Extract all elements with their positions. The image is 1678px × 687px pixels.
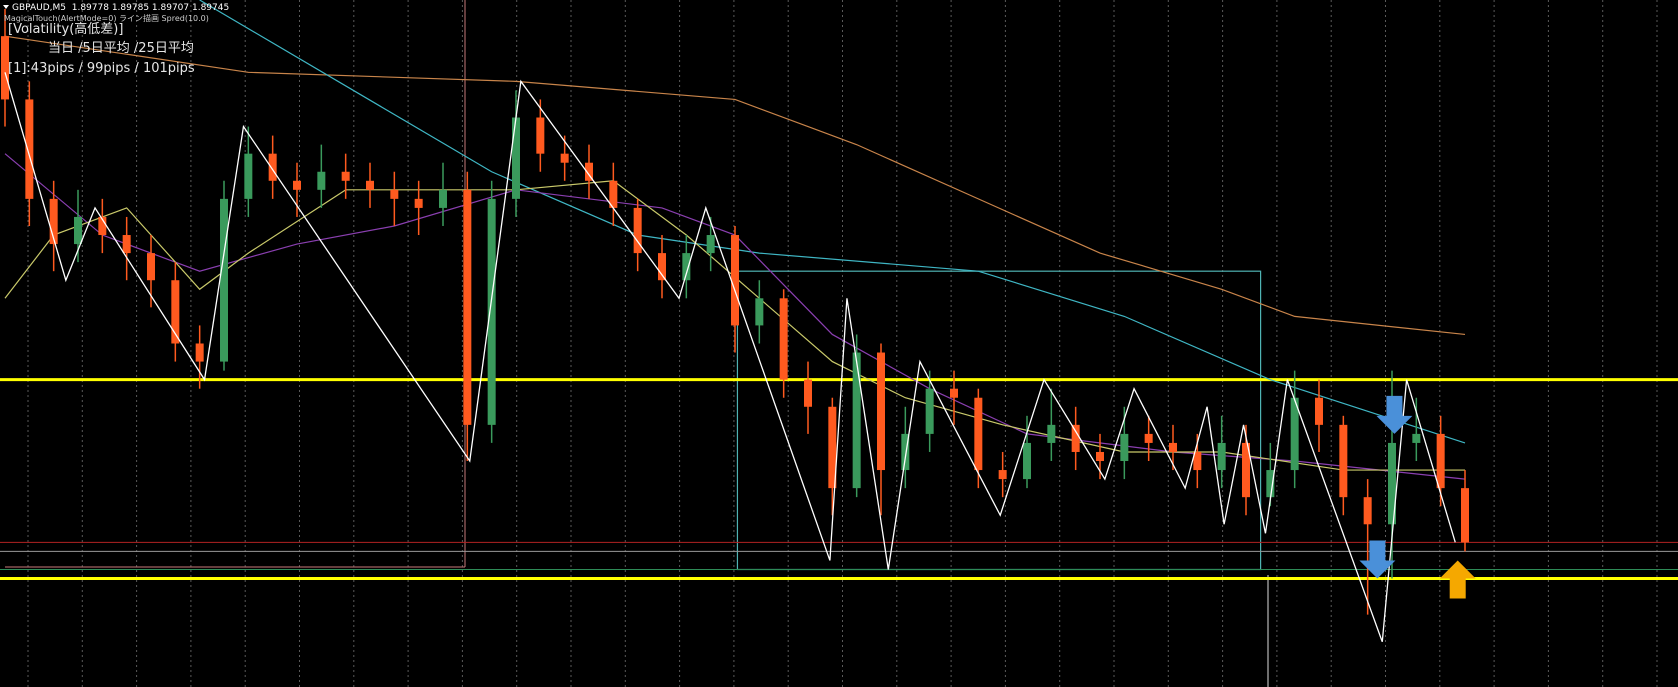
candle-body: [633, 207, 642, 254]
zigzag: [4, 72, 1456, 643]
volatility-columns: 当日 /5日平均 /25日平均: [48, 41, 194, 56]
candle-body: [1144, 433, 1153, 443]
candle-body: [852, 352, 861, 489]
candle-body: [682, 253, 691, 281]
candle-body: [1242, 442, 1250, 498]
candle-body: [877, 352, 885, 471]
candle-body: [1363, 497, 1372, 525]
candle-body: [1266, 470, 1275, 498]
candle-body: [341, 171, 350, 181]
candle-body: [439, 189, 447, 208]
candle-body: [171, 280, 180, 344]
candle-body: [1412, 433, 1421, 443]
candle-body: [1315, 397, 1323, 425]
candle-body: [195, 343, 204, 362]
candle-body: [658, 253, 666, 281]
volatility-row: [1]:43pips / 99pips / 101pips: [8, 61, 195, 76]
candle-body: [1339, 424, 1348, 498]
candle-body: [49, 198, 58, 245]
candle-body: [122, 235, 131, 254]
candle-body: [463, 189, 472, 425]
candle-body: [925, 388, 934, 434]
symbol-line: GBPAUD,M5 1.89778 1.89785 1.89707 1.8974…: [12, 3, 229, 13]
candle-body: [706, 235, 715, 254]
candle-body: [414, 198, 423, 208]
candle-body: [147, 253, 155, 281]
candle-body: [487, 198, 496, 425]
candle-body: [244, 153, 253, 199]
candle-body: [1169, 442, 1177, 452]
candle-body: [98, 216, 107, 236]
candle-body: [1436, 433, 1445, 489]
signal-arrow: [1376, 395, 1413, 434]
candle-body: [1217, 442, 1226, 471]
moving-average: [4, 35, 1466, 336]
candle-body: [1388, 442, 1396, 525]
candle-body: [1047, 424, 1056, 443]
candle-body: [74, 216, 82, 245]
candle-body: [755, 298, 764, 326]
signal-arrow: [1439, 560, 1476, 599]
candle-body: [974, 397, 983, 471]
volatility-title: [Volatility(高低差)]: [8, 21, 123, 37]
candle-body: [1290, 397, 1299, 471]
candle-body: [585, 162, 593, 181]
candle-body: [1120, 433, 1129, 462]
candle-body: [390, 189, 399, 199]
plot: [0, 0, 1678, 643]
candle-body: [1096, 451, 1104, 462]
candle-body: [731, 235, 739, 326]
candle-body: [268, 153, 277, 181]
candle-body: [1071, 424, 1080, 452]
candle-body: [998, 470, 1007, 480]
candle-body: [25, 99, 34, 199]
candle-body: [1461, 488, 1469, 543]
candle-body: [609, 180, 618, 208]
candle-body: [536, 117, 545, 154]
candle-body: [901, 433, 910, 471]
candle-body: [779, 298, 788, 380]
candle-body: [1, 36, 9, 100]
moving-average: [4, 180, 1465, 471]
candle-body: [828, 406, 837, 489]
candle-body: [293, 180, 301, 190]
menu-icon: [3, 5, 9, 9]
candle-body: [950, 388, 958, 398]
candle-body: [804, 379, 812, 407]
candle-body: [560, 153, 569, 163]
candle-body: [1193, 451, 1202, 471]
signal-arrow: [1359, 540, 1396, 579]
candle-body: [366, 180, 374, 190]
indicator-line: MagicalTouch(AlertMode=0) ライン描画 Spred(10…: [4, 13, 209, 23]
candle-body: [317, 171, 326, 190]
candle-body: [220, 198, 228, 362]
candle-body: [1023, 442, 1031, 480]
candle-body: [512, 117, 520, 199]
